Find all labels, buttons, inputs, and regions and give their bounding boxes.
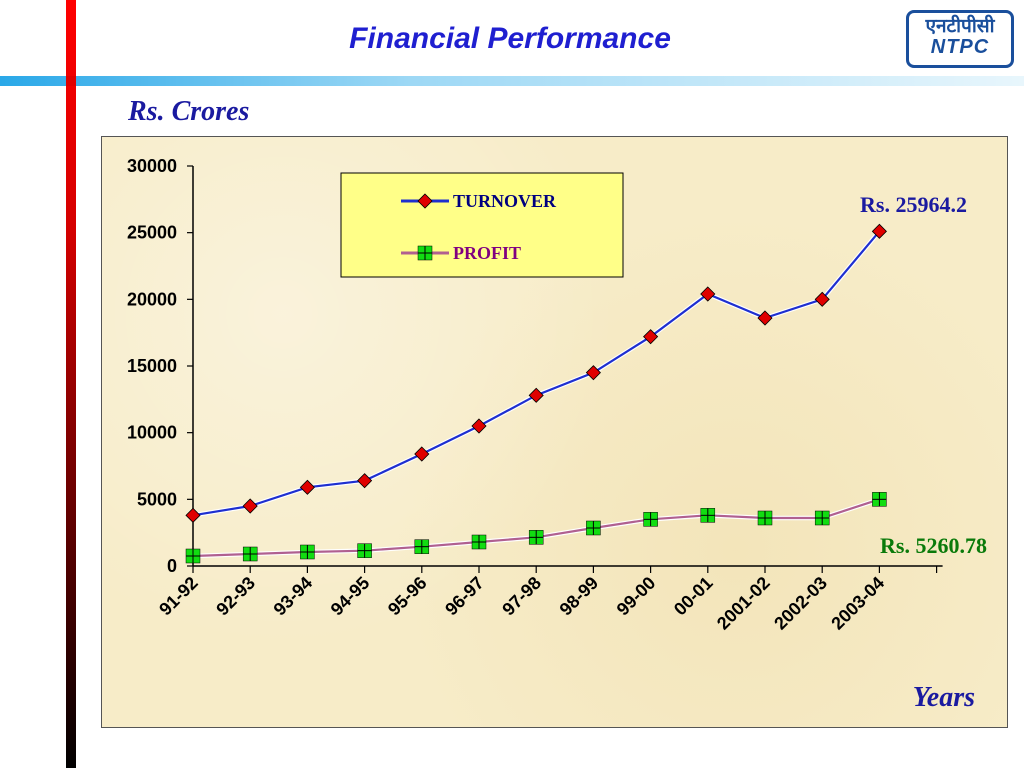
series-line-halo	[192, 497, 881, 559]
y-tick-label: 20000	[127, 289, 177, 309]
y-tick-label: 0	[167, 556, 177, 576]
x-tick-label: 95-96	[384, 573, 431, 620]
series-line-profit	[192, 498, 880, 558]
legend-box	[340, 172, 624, 278]
x-axis-title: Years	[913, 682, 975, 713]
x-tick-label: 94-95	[327, 573, 374, 620]
profit-annotation: Rs. 5260.78	[880, 533, 987, 558]
turnover-point	[643, 329, 659, 345]
turnover-point	[585, 365, 601, 381]
legend-label-turnover: TURNOVER	[453, 191, 557, 211]
y-tick-label: 15000	[127, 356, 177, 376]
x-tick-label: 91-92	[155, 573, 202, 620]
logo-text: NTPC	[930, 36, 990, 58]
turnover-point	[299, 479, 315, 495]
turnover-point	[757, 310, 773, 326]
left-accent-bar	[66, 0, 76, 768]
x-tick-label: 2002-03	[770, 573, 831, 634]
turnover-point	[185, 507, 201, 523]
x-tick-label: 92-93	[212, 573, 259, 620]
header-band-joint	[66, 76, 76, 86]
ntpc-logo: एनटीपीसी NTPC	[906, 10, 1014, 68]
y-tick-label: 5000	[137, 489, 177, 509]
x-tick-label: 99-00	[613, 573, 660, 620]
x-tick-label: 93-94	[270, 573, 317, 620]
y-tick-label: 10000	[127, 423, 177, 443]
y-tick-label: 25000	[127, 223, 177, 243]
turnover-point	[700, 286, 716, 302]
y-tick-label: 30000	[127, 156, 177, 176]
unit-label: Rs. Crores	[128, 96, 250, 127]
turnover-point	[471, 418, 487, 434]
turnover-point	[357, 473, 373, 489]
turnover-point	[871, 223, 887, 239]
turnover-point	[242, 498, 258, 514]
x-tick-label: 2001-02	[713, 573, 774, 634]
x-tick-label: 98-99	[556, 573, 603, 620]
turnover-annotation: Rs. 25964.2	[860, 192, 967, 217]
logo-hindi-text: एनटीपीसी	[925, 15, 995, 37]
page-title: Financial Performance	[349, 22, 671, 55]
legend-marker-turnover	[417, 193, 433, 209]
x-tick-label: 97-98	[498, 573, 545, 620]
x-tick-label: 00-01	[670, 573, 717, 620]
turnover-point	[528, 387, 544, 403]
x-tick-label: 2003-04	[827, 573, 888, 634]
turnover-point	[414, 446, 430, 462]
legend-label-profit: PROFIT	[453, 243, 521, 263]
x-tick-label: 96-97	[441, 573, 488, 620]
header-band	[0, 76, 1024, 86]
turnover-point	[814, 291, 830, 307]
line-chart: 0 5000 10000 15000 20000 25000 30000 91-92 92-93…	[127, 156, 987, 713]
